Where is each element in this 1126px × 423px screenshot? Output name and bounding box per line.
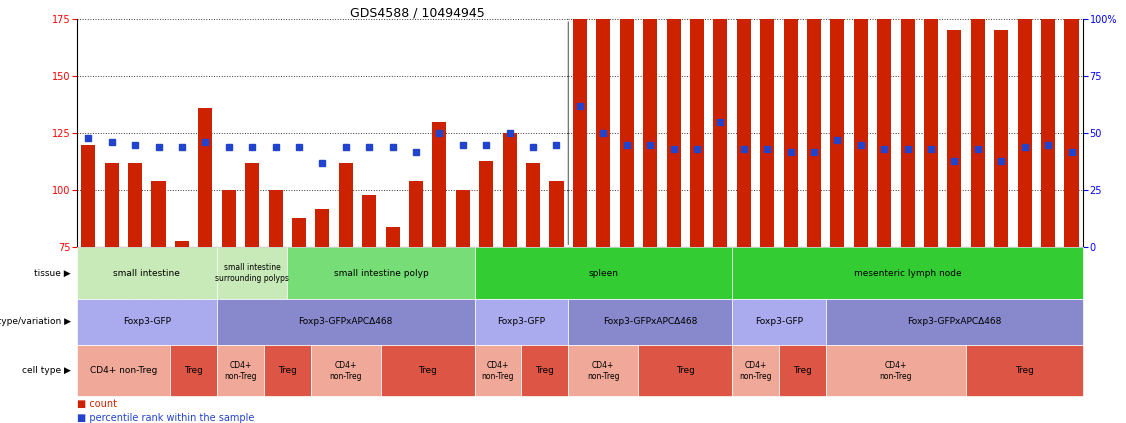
Bar [807,10,821,247]
Bar [385,227,400,247]
Bar [456,190,470,247]
Bar [760,0,775,247]
Text: mesenteric lymph node: mesenteric lymph node [854,269,962,277]
Text: small intestine
surrounding polyps: small intestine surrounding polyps [215,264,289,283]
Text: small intestine: small intestine [114,269,180,277]
Bar [830,0,844,247]
Bar [152,181,166,247]
Bar [268,190,283,247]
Bar [339,163,352,247]
Text: Treg: Treg [185,366,203,375]
Bar [854,10,868,247]
Text: small intestine polyp: small intestine polyp [333,269,428,277]
Text: CD4+
non-Treg: CD4+ non-Treg [879,361,912,381]
Bar [690,0,704,247]
Text: Treg: Treg [278,366,296,375]
Text: cell type ▶: cell type ▶ [23,366,71,375]
Bar [1042,0,1055,247]
Bar [947,30,962,247]
Text: Treg: Treg [535,366,554,375]
Text: Treg: Treg [1016,366,1034,375]
Text: Foxp3-GFPxAPCΔ468: Foxp3-GFPxAPCΔ468 [602,318,697,327]
Bar [619,0,634,247]
Bar [245,163,259,247]
Bar [363,195,376,247]
Bar [198,108,213,247]
Text: GDS4588 / 10494945: GDS4588 / 10494945 [350,6,485,19]
Text: ■ percentile rank within the sample: ■ percentile rank within the sample [77,413,254,423]
Bar [526,163,540,247]
Text: CD4+
non-Treg: CD4+ non-Treg [224,361,257,381]
Bar [81,145,96,247]
Text: Foxp3-GFP: Foxp3-GFP [123,318,171,327]
Text: ■ count: ■ count [77,398,117,409]
Bar [409,181,423,247]
Text: Treg: Treg [793,366,812,375]
Text: CD4+
non-Treg: CD4+ non-Treg [587,361,619,381]
Text: tissue ▶: tissue ▶ [34,269,71,277]
Bar [222,190,235,247]
Bar [597,0,610,247]
Text: Treg: Treg [418,366,437,375]
Bar [784,10,797,247]
Bar [292,218,306,247]
Text: spleen: spleen [588,269,618,277]
Bar [175,241,189,247]
Bar [714,0,727,247]
Bar [643,0,658,247]
Bar [877,0,892,247]
Text: genotype/variation ▶: genotype/variation ▶ [0,318,71,327]
Text: Foxp3-GFP: Foxp3-GFP [754,318,803,327]
Text: Foxp3-GFPxAPCΔ468: Foxp3-GFPxAPCΔ468 [908,318,1002,327]
Text: CD4+
non-Treg: CD4+ non-Treg [330,361,363,381]
Bar [573,0,587,247]
Bar [432,122,446,247]
Bar [924,10,938,247]
Bar [128,163,142,247]
Text: CD4+
non-Treg: CD4+ non-Treg [739,361,771,381]
Text: Foxp3-GFP: Foxp3-GFP [498,318,545,327]
Bar [667,0,680,247]
Text: Foxp3-GFPxAPCΔ468: Foxp3-GFPxAPCΔ468 [298,318,393,327]
Bar [971,0,985,247]
Bar [549,181,563,247]
Bar [315,209,330,247]
Bar [901,0,914,247]
Bar [1064,10,1079,247]
Bar [105,163,118,247]
Bar [1018,0,1031,247]
Text: CD4+
non-Treg: CD4+ non-Treg [482,361,515,381]
Text: Treg: Treg [676,366,695,375]
Bar [994,30,1008,247]
Bar [736,0,751,247]
Bar [480,161,493,247]
Bar [502,133,517,247]
Text: CD4+ non-Treg: CD4+ non-Treg [90,366,157,375]
